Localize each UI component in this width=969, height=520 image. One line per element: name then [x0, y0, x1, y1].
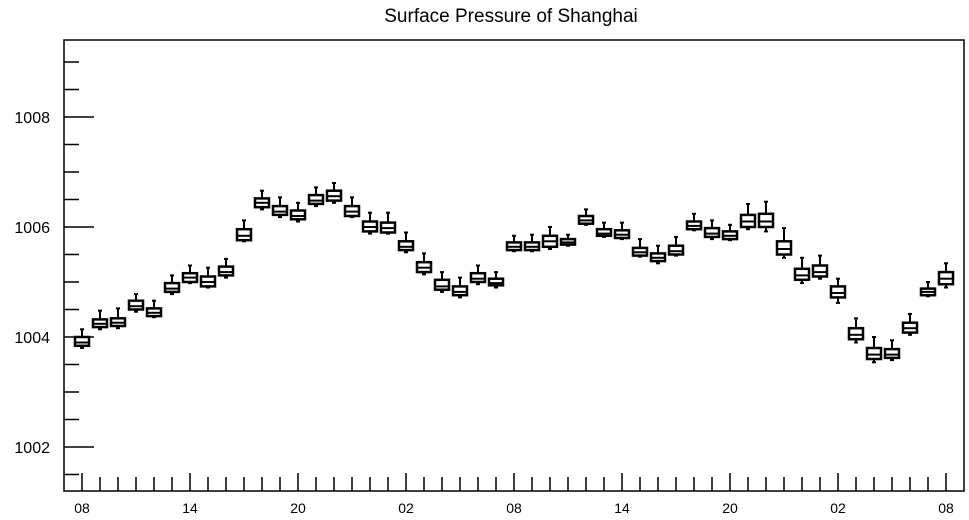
box-plot-hour-41: [811, 254, 829, 280]
box-iqr: [883, 347, 901, 360]
box-plot-hour-35: [703, 219, 721, 241]
box-iqr: [667, 244, 685, 256]
box-series: [73, 182, 955, 364]
box-plot-hour-26: [541, 226, 559, 250]
box-iqr: [829, 285, 847, 299]
y-tick-label: 1008: [14, 110, 50, 127]
box-plot-hour-28: [577, 208, 595, 226]
y-tick-label: 1006: [14, 220, 50, 237]
box-plot-hour-40: [793, 256, 811, 285]
box-plot-hour-1: [91, 309, 109, 331]
box-plot-hour-16: [361, 211, 379, 235]
box-plot-hour-32: [649, 244, 667, 265]
x-tick-label: 02: [398, 500, 414, 516]
box-plot-hour-24: [505, 234, 523, 253]
box-plot-hour-3: [127, 293, 145, 313]
box-iqr: [217, 265, 235, 277]
box-plot-hour-34: [685, 212, 703, 232]
box-plot-hour-21: [451, 276, 469, 299]
box-iqr: [757, 212, 775, 229]
y-tick-label: 1004: [14, 330, 50, 347]
box-iqr: [397, 240, 415, 252]
chart-title: Surface Pressure of Shanghai: [384, 6, 638, 27]
x-tick-label: 08: [938, 500, 954, 516]
box-plot-hour-14: [325, 182, 343, 204]
box-plot-hour-31: [631, 238, 649, 258]
box-plot-hour-33: [667, 235, 685, 257]
box-plot-hour-2: [109, 307, 127, 330]
box-plot-hour-39: [775, 227, 793, 259]
box-iqr: [595, 227, 613, 238]
box-plot-hour-43: [847, 317, 865, 344]
box-plot-hour-13: [307, 186, 325, 208]
plot-frame: [63, 39, 965, 492]
box-plot-hour-10: [253, 189, 271, 211]
box-plot-hour-7: [199, 266, 217, 289]
box-plot-hour-0: [73, 328, 91, 349]
box-iqr: [163, 281, 181, 294]
box-plot-hour-8: [217, 257, 235, 279]
y-tick-label: 1002: [14, 440, 50, 457]
y-axis: 1002 1004 1006 1008: [14, 61, 94, 476]
box-iqr: [127, 299, 145, 311]
box-iqr: [847, 326, 865, 341]
box-iqr: [775, 240, 793, 256]
x-axis: 08 14 20 02 08 14 20 02 08: [74, 473, 954, 516]
box-plot-hour-30: [613, 221, 631, 241]
box-plot-hour-20: [433, 271, 451, 293]
box-plot-hour-47: [919, 281, 937, 298]
box-plot-hour-5: [163, 274, 181, 296]
x-tick-label: 14: [182, 500, 198, 516]
box-iqr: [487, 277, 505, 287]
box-plot-hour-48: [937, 262, 955, 289]
box-plot-hour-22: [469, 264, 487, 286]
box-plot-hour-37: [739, 202, 757, 231]
box-iqr: [307, 193, 325, 206]
box-iqr: [703, 226, 721, 239]
box-iqr: [865, 346, 883, 361]
box-plot-hour-45: [883, 339, 901, 362]
box-plot-hour-9: [235, 219, 253, 243]
box-iqr: [451, 285, 469, 297]
x-tick-label: 20: [722, 500, 738, 516]
box-iqr: [289, 209, 307, 221]
box-plot-hour-25: [523, 233, 541, 253]
x-tick-label: 14: [614, 500, 630, 516]
box-iqr: [811, 264, 829, 278]
box-plot-hour-19: [415, 252, 433, 276]
box-plot-hour-6: [181, 264, 199, 285]
box-iqr: [235, 227, 253, 242]
box-iqr: [271, 204, 289, 217]
box-plot-hour-29: [595, 221, 613, 238]
x-tick-label: 08: [506, 500, 522, 516]
box-plot-hour-12: [289, 201, 307, 223]
box-plot-hour-15: [343, 196, 361, 219]
box-iqr: [73, 335, 91, 348]
box-iqr: [469, 271, 487, 284]
box-plot-hour-18: [397, 231, 415, 254]
box-plot-hour-44: [865, 336, 883, 364]
box-iqr: [433, 278, 451, 291]
box-plot-hour-27: [559, 233, 577, 247]
box-plot-hour-42: [829, 277, 847, 304]
box-plot-hour-23: [487, 271, 505, 289]
box-iqr: [793, 267, 811, 282]
x-tick-label: 08: [74, 500, 90, 516]
box-plot-hour-4: [145, 299, 163, 319]
x-tick-label: 02: [830, 500, 846, 516]
box-plot-hour-11: [271, 196, 289, 219]
box-plot-hour-46: [901, 312, 919, 336]
box-plot-hour-38: [757, 200, 775, 233]
box-plot-hour-17: [379, 211, 397, 235]
x-tick-label: 20: [290, 500, 306, 516]
box-plot-hour-36: [721, 223, 739, 242]
